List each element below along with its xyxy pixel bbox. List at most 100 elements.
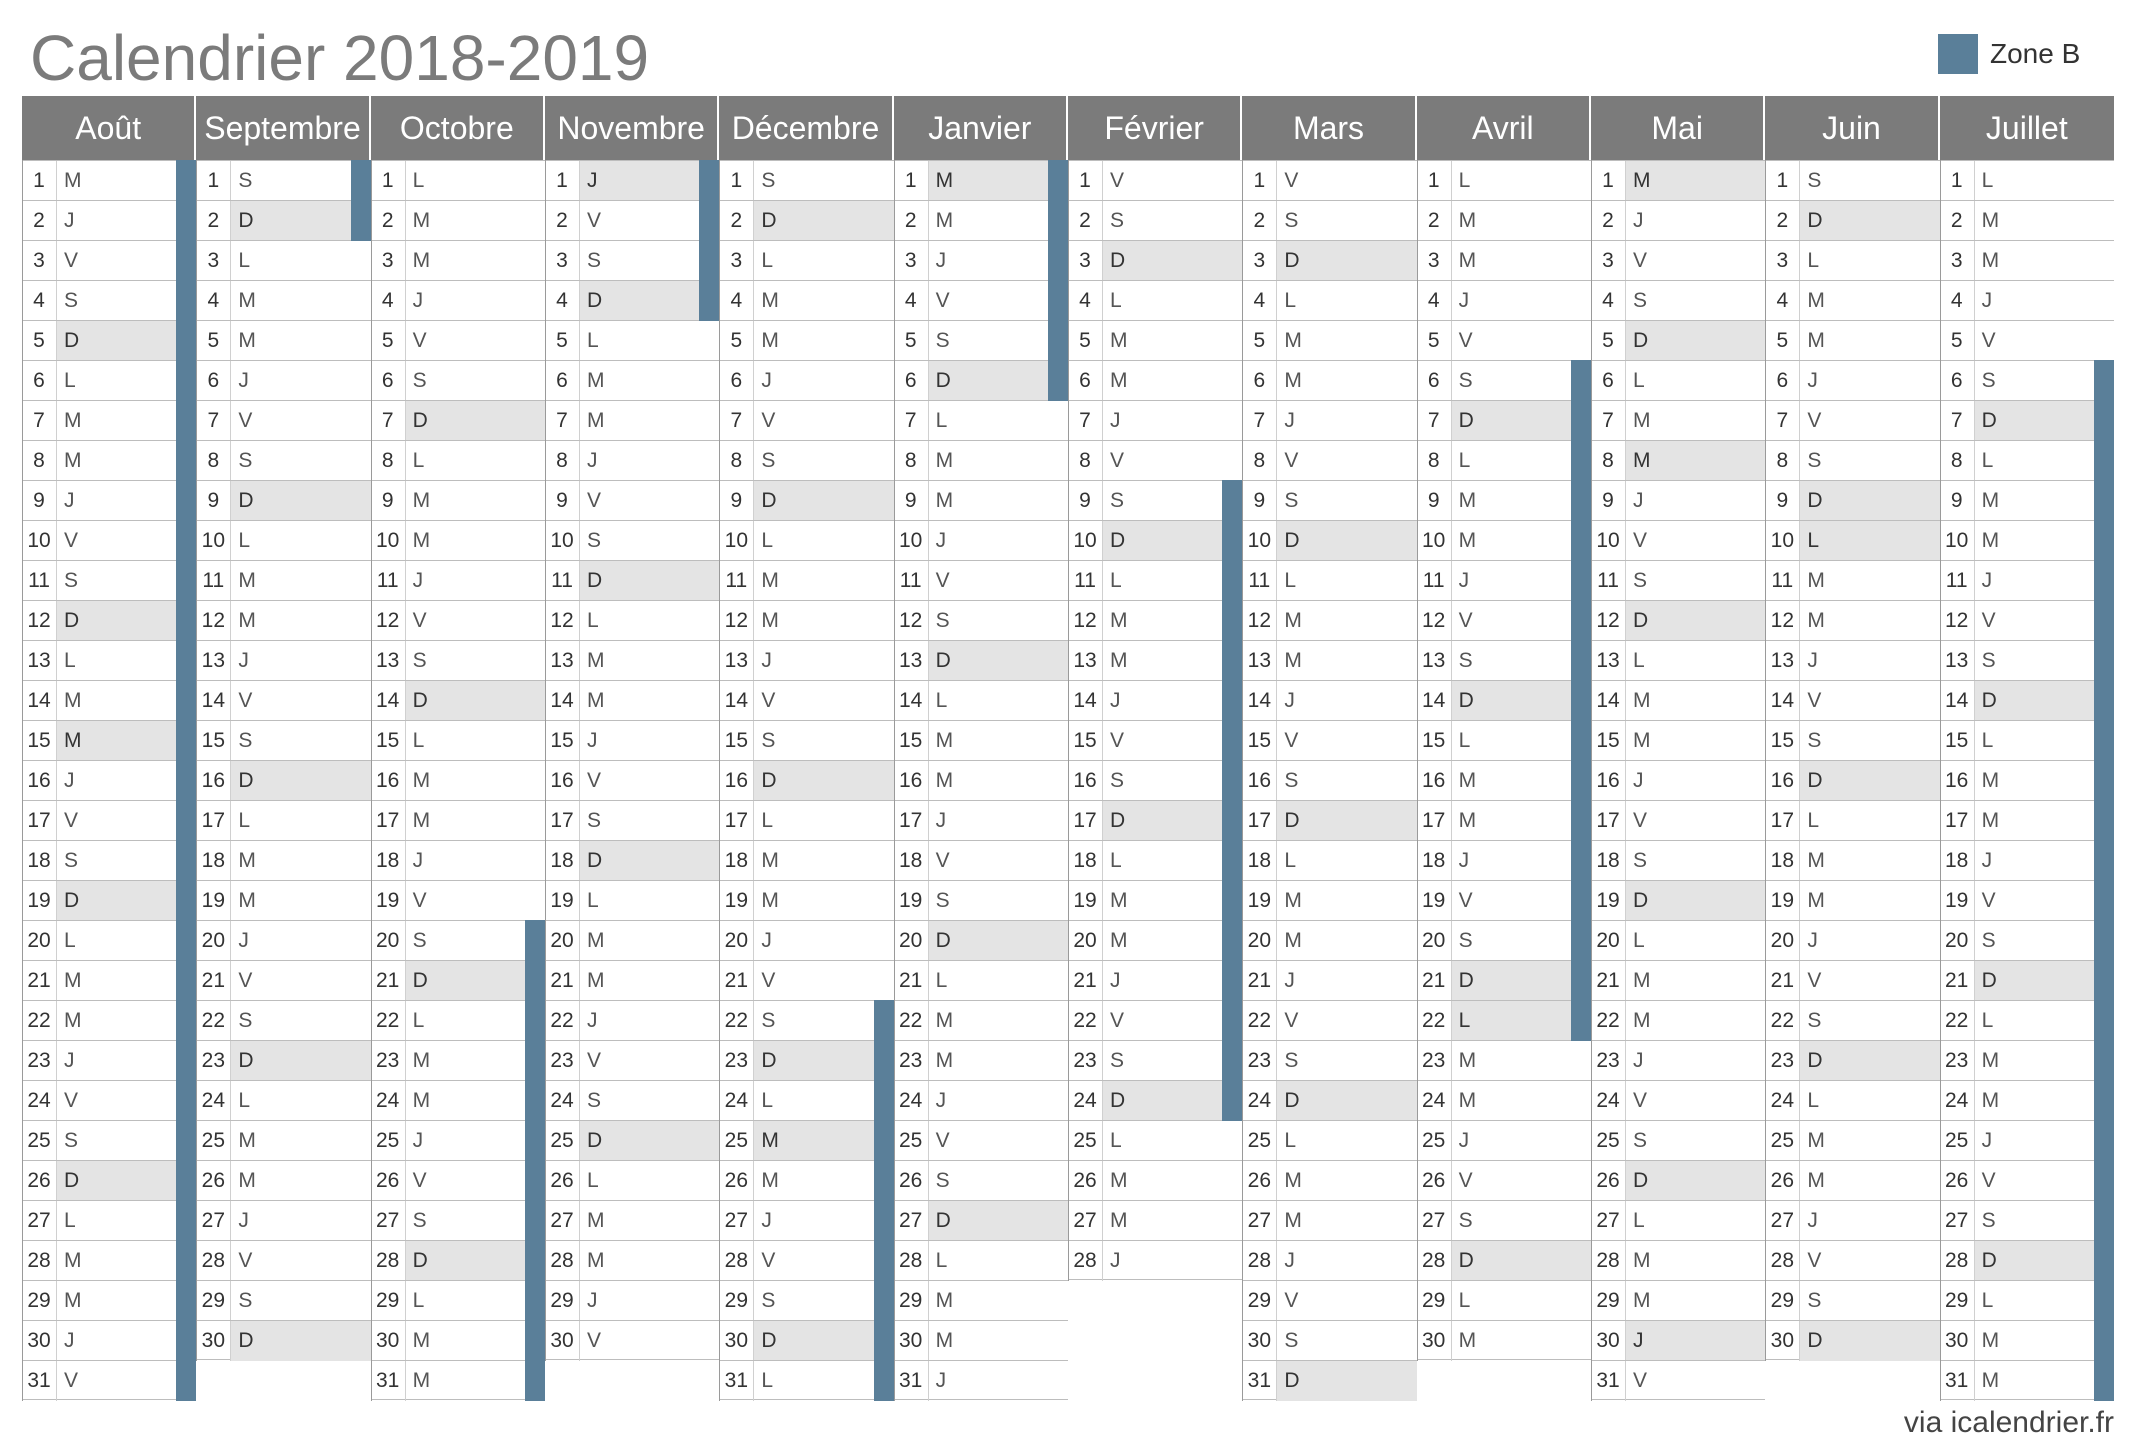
day-number: 5 xyxy=(381,329,394,352)
cell-divider xyxy=(1102,441,1103,481)
day-number: 15 xyxy=(201,729,225,752)
day-number: 29 xyxy=(375,1289,400,1312)
day-number: 19 xyxy=(1421,889,1446,912)
weekday-letter: V xyxy=(238,1249,253,1272)
weekday-letter: M xyxy=(761,1169,779,1192)
weekend-shading xyxy=(405,961,545,1001)
day-row: 14 V xyxy=(196,680,371,721)
day-number: 26 xyxy=(898,1169,923,1192)
weekend-shading xyxy=(1451,961,1591,1001)
cell-divider xyxy=(927,161,929,201)
weekday-letter: V xyxy=(1110,1009,1125,1032)
weekday-letter: V xyxy=(1807,409,1822,432)
cell-divider xyxy=(1973,161,1975,201)
weekend-shading xyxy=(1626,321,1766,361)
day-number: 13 xyxy=(724,649,748,672)
weekday-letter: M xyxy=(587,969,605,992)
day-number: 3 xyxy=(1776,249,1789,272)
day-number: 18 xyxy=(1596,849,1620,872)
day-row: 25 V xyxy=(893,1120,1068,1161)
cell-divider xyxy=(230,1121,232,1161)
day-number: 23 xyxy=(550,1049,574,1072)
cell-divider xyxy=(404,441,406,481)
day-number: 8 xyxy=(207,449,220,472)
cell-divider xyxy=(1102,241,1103,281)
weekday-letter: M xyxy=(1981,209,2000,232)
day-row: 11 S xyxy=(1591,560,1766,601)
day-number: 9 xyxy=(1776,489,1789,512)
weekday-letter: S xyxy=(1284,209,1299,232)
month-header: Juillet xyxy=(1939,96,2114,160)
day-row: 21 M xyxy=(22,960,197,1001)
day-row: 20 J xyxy=(1765,920,1940,961)
day-number: 3 xyxy=(1602,249,1614,272)
cell-divider xyxy=(927,1241,929,1281)
day-row: 25 M xyxy=(1765,1120,1940,1161)
day-number: 5 xyxy=(1602,329,1614,352)
cell-divider xyxy=(230,961,232,1001)
cell-divider xyxy=(1102,401,1103,441)
weekday-letter: J xyxy=(587,729,598,752)
day-row: 19 V xyxy=(1416,880,1591,921)
cell-divider xyxy=(1799,1281,1801,1321)
day-number: 29 xyxy=(1770,1289,1794,1312)
day-number: 19 xyxy=(375,889,400,912)
day-number: 27 xyxy=(1421,1209,1446,1232)
weekday-letter: J xyxy=(1458,569,1470,592)
cell-divider xyxy=(404,1241,406,1281)
day-row: 14 M xyxy=(22,680,197,721)
day-number: 10 xyxy=(898,529,923,552)
weekday-letter: J xyxy=(1981,289,1993,312)
weekday-letter: L xyxy=(1458,729,1471,752)
cell-divider xyxy=(404,481,406,521)
day-number: 5 xyxy=(904,329,917,352)
cell-divider xyxy=(1450,361,1452,401)
day-number: 2 xyxy=(904,209,917,232)
weekday-letter: V xyxy=(1284,449,1299,472)
weekday-letter: D xyxy=(935,649,951,672)
cell-divider xyxy=(927,761,929,801)
day-number: 11 xyxy=(725,569,748,592)
cell-divider xyxy=(1102,201,1103,241)
weekday-letter: S xyxy=(1981,649,1996,672)
cell-divider xyxy=(1973,801,1975,841)
day-row: 13 J xyxy=(196,640,371,681)
cell-divider xyxy=(1625,1241,1626,1281)
day-number: 6 xyxy=(904,369,917,392)
cell-divider xyxy=(1276,1201,1278,1241)
weekday-letter: M xyxy=(1633,169,1651,192)
cell-divider xyxy=(1625,441,1626,481)
month-column: 1 S 2 D 3 L 4 M 5 M 6 J 7 V 8 S 9 D 10 L 11 M 12 M 13 J 14 V 15 S 16 D 1… xyxy=(719,160,894,1401)
cell-divider xyxy=(230,801,232,841)
day-number: 20 xyxy=(375,929,400,952)
weekday-letter: L xyxy=(761,529,774,552)
day-row: 12 D xyxy=(22,600,197,641)
cell-divider xyxy=(1276,401,1278,441)
weekday-letter: M xyxy=(1458,1049,1477,1072)
day-number: 21 xyxy=(898,969,923,992)
day-number: 27 xyxy=(1596,1209,1620,1232)
cell-divider xyxy=(230,881,232,921)
cell-divider xyxy=(753,361,755,401)
day-number: 3 xyxy=(207,249,220,272)
weekday-letter: V xyxy=(761,1249,776,1272)
weekend-shading xyxy=(754,1041,894,1081)
day-row: 13 D xyxy=(893,640,1068,681)
day-number: 20 xyxy=(1596,929,1620,952)
cell-divider xyxy=(927,921,929,961)
day-number: 29 xyxy=(550,1289,574,1312)
month-header: Mars xyxy=(1242,96,1415,160)
cell-divider xyxy=(230,1041,232,1081)
weekday-letter: J xyxy=(1807,369,1818,392)
day-row: 11 J xyxy=(1939,560,2114,601)
weekday-letter: V xyxy=(1807,969,1822,992)
cell-divider xyxy=(1276,201,1278,241)
day-row: 16 M xyxy=(1939,760,2114,801)
day-number: 15 xyxy=(1421,729,1446,752)
